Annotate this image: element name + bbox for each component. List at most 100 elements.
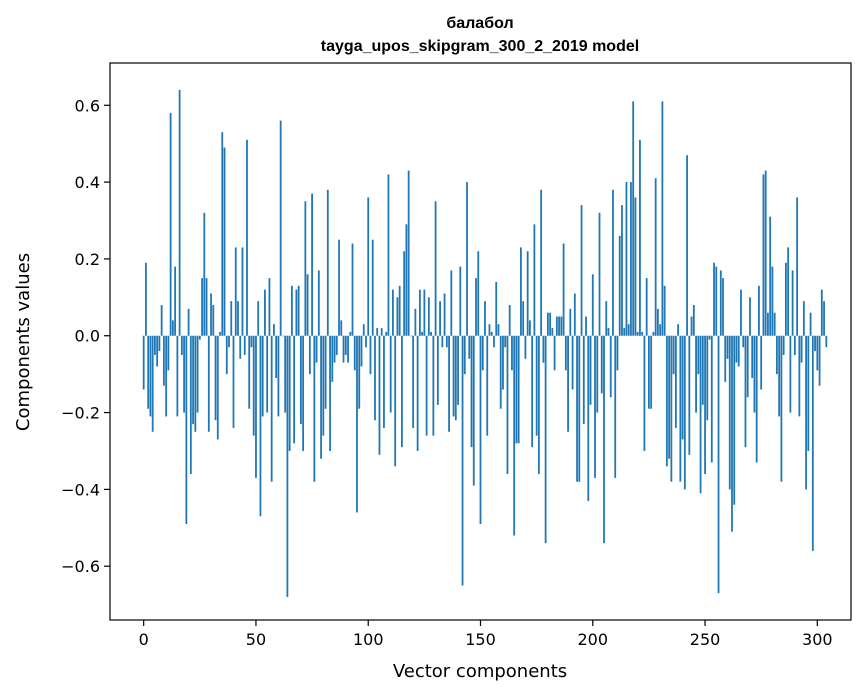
x-tick-label: 250 [690, 630, 721, 649]
bar [165, 335, 168, 417]
bar [614, 335, 617, 478]
bar [214, 335, 217, 421]
bar [567, 335, 569, 432]
bar [600, 335, 603, 394]
bar [807, 335, 810, 451]
bar [207, 335, 210, 432]
bar [315, 335, 318, 363]
bar [180, 335, 183, 355]
bar [259, 335, 262, 517]
bar [279, 120, 282, 336]
bar [261, 335, 264, 417]
bar [540, 189, 543, 336]
bar [580, 205, 583, 336]
bar [176, 335, 179, 417]
bar [497, 324, 500, 336]
bar [338, 239, 340, 336]
bar [558, 316, 560, 336]
bar [686, 155, 688, 336]
bar [634, 197, 637, 336]
bar [796, 197, 799, 336]
bar [818, 335, 821, 386]
bar [167, 335, 170, 371]
bar [749, 297, 751, 336]
chart-subtitle: tayga_upos_skipgram_300_2_2019 model [321, 38, 639, 55]
bar [731, 335, 733, 532]
bar [145, 262, 147, 336]
bar [387, 174, 390, 336]
bar [154, 335, 156, 355]
bar [475, 278, 477, 336]
bar [688, 335, 691, 455]
bar [573, 293, 576, 336]
bar [605, 301, 608, 336]
bar [670, 335, 673, 482]
bar [396, 297, 399, 336]
bar [201, 278, 203, 336]
bar [728, 335, 731, 490]
bar [409, 335, 412, 337]
bar [342, 335, 345, 363]
bar [627, 324, 630, 336]
bar [246, 139, 248, 336]
bar [490, 331, 493, 336]
bar [654, 178, 657, 336]
bar [802, 301, 805, 336]
x-axis-label: Vector components [393, 661, 567, 682]
bar [468, 335, 471, 359]
bar [594, 335, 596, 478]
bar [344, 335, 347, 355]
bar [589, 335, 592, 405]
bar [275, 335, 278, 378]
bar [625, 182, 628, 336]
bar [553, 335, 556, 371]
bar [499, 335, 502, 409]
bar [508, 305, 511, 336]
bar [178, 89, 181, 336]
bar [704, 335, 706, 475]
bar [436, 335, 439, 405]
bar [609, 335, 612, 398]
bar [302, 335, 305, 451]
x-tick-label: 100 [353, 630, 384, 649]
bar [466, 182, 468, 336]
bar [663, 285, 666, 336]
bar [216, 335, 219, 440]
bar [192, 335, 194, 425]
bar [805, 335, 807, 490]
bar [324, 335, 327, 409]
bar [603, 335, 605, 544]
bar [555, 316, 558, 336]
bar [151, 335, 154, 432]
bar [737, 335, 740, 367]
bar [270, 335, 273, 482]
bar [773, 312, 776, 336]
bar [493, 335, 495, 348]
x-tick-label: 0 [139, 630, 149, 649]
bar [650, 335, 653, 409]
bar [578, 335, 581, 482]
bar [212, 305, 215, 336]
bar [787, 247, 790, 336]
bar [362, 324, 365, 336]
bar [717, 335, 720, 594]
bar [205, 278, 208, 336]
bar [524, 335, 527, 359]
bar [587, 335, 590, 501]
bar [367, 197, 370, 336]
chart-title: балабол [446, 15, 513, 32]
bar [825, 335, 828, 348]
bar [313, 335, 316, 482]
bar [477, 251, 480, 336]
bar [288, 335, 291, 451]
bar [273, 324, 275, 336]
bar [632, 101, 635, 336]
bar [282, 335, 284, 337]
bar [162, 335, 165, 386]
bar [811, 335, 814, 551]
bar [290, 285, 293, 336]
y-tick-label: 0.2 [75, 250, 100, 269]
y-tick-label: 0.0 [75, 327, 100, 346]
bar [284, 335, 287, 413]
bar [495, 281, 498, 336]
